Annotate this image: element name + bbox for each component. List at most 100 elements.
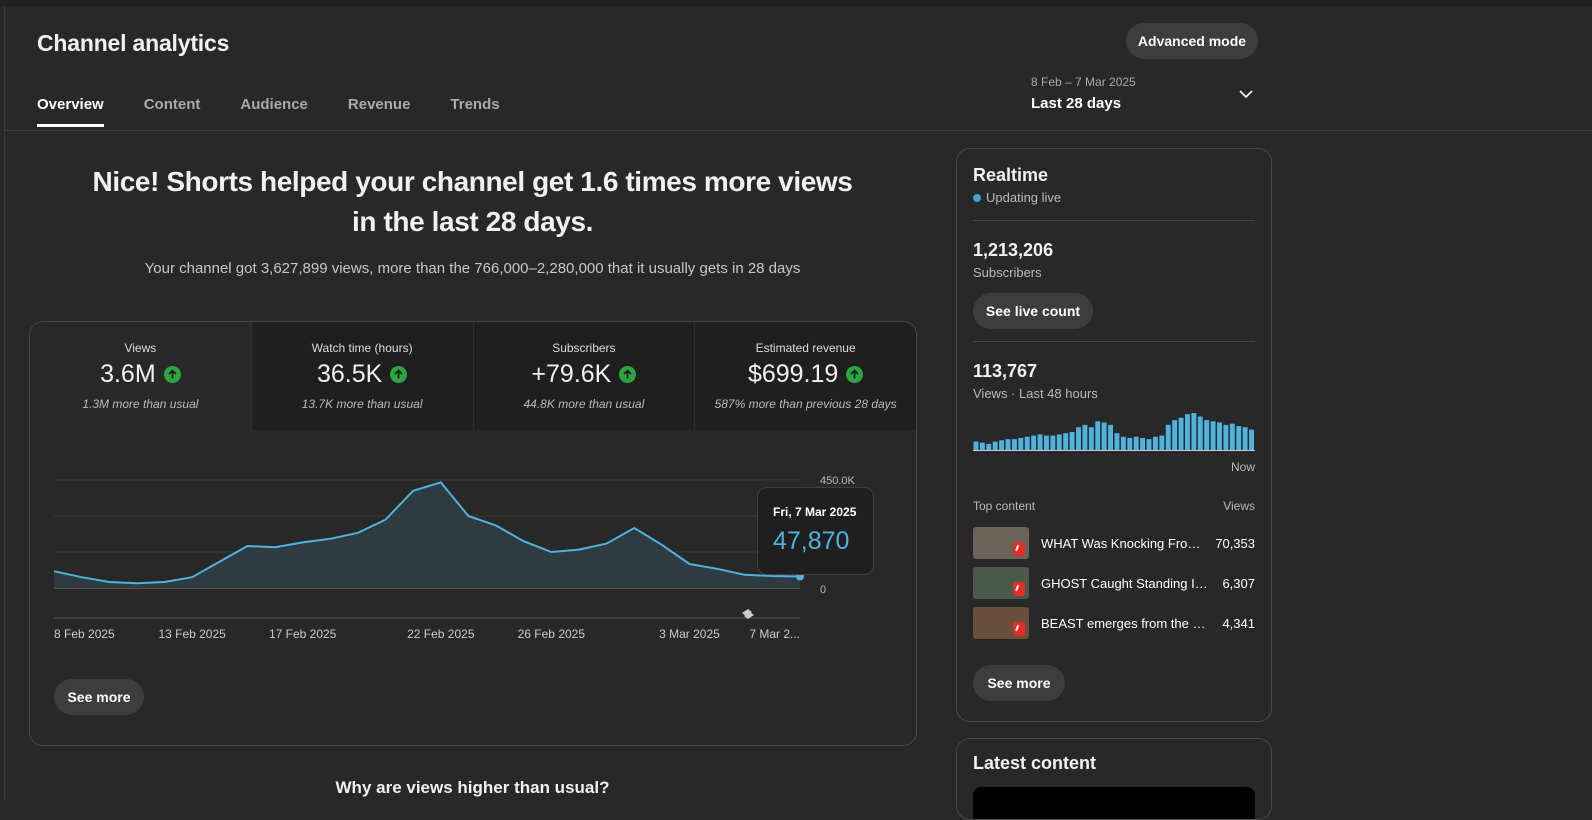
video-views: 70,353 — [1215, 536, 1255, 551]
metric-views[interactable]: Views 3.6M 1.3M more than usual — [30, 322, 252, 430]
why-heading: Why are views higher than usual? — [90, 778, 855, 798]
top-content-item[interactable]: GHOST Caught Standing In The Woods 6,307 — [973, 567, 1255, 599]
realtime-bar — [1063, 433, 1068, 451]
see-more-button[interactable]: See more — [54, 679, 144, 715]
arrow-up-icon — [846, 366, 863, 383]
metric-watch-time[interactable]: Watch time (hours) 36.5K 13.7K more than… — [252, 322, 474, 430]
realtime-bar — [1179, 418, 1184, 451]
metric-value-row: +79.6K — [474, 360, 695, 389]
tab-content[interactable]: Content — [144, 96, 201, 127]
date-range-selector[interactable]: 8 Feb – 7 Mar 2025 Last 28 days — [1031, 75, 1257, 119]
x-tick-label: 3 Mar 2025 — [659, 627, 720, 641]
realtime-bar — [1243, 427, 1248, 451]
realtime-bar — [1204, 420, 1209, 451]
shorts-icon — [1013, 622, 1025, 636]
tab-bar: Overview Content Audience Revenue Trends — [37, 96, 500, 127]
realtime-bar — [1102, 423, 1107, 452]
tooltip-date: Fri, 7 Mar 2025 — [773, 505, 873, 519]
realtime-bar — [1140, 438, 1145, 451]
see-more-top-content-button[interactable]: See more — [973, 665, 1065, 701]
x-tick-label: 17 Feb 2025 — [269, 627, 337, 641]
realtime-card: Realtime Updating live 1,213,206 Subscri… — [956, 148, 1272, 722]
realtime-bar — [986, 444, 991, 451]
video-title: GHOST Caught Standing In The Woods — [1041, 576, 1208, 591]
video-views: 6,307 — [1222, 576, 1255, 591]
realtime-bar — [1230, 424, 1235, 451]
see-live-count-button[interactable]: See live count — [973, 293, 1093, 329]
y-tick-label: 0 — [820, 584, 826, 596]
realtime-bar — [1057, 434, 1062, 451]
date-range-dates: 8 Feb – 7 Mar 2025 — [1031, 75, 1257, 89]
realtime-bar — [1006, 439, 1011, 451]
realtime-views-label: Views · Last 48 hours — [973, 386, 1098, 401]
realtime-bar — [1223, 425, 1228, 451]
realtime-bar — [1012, 439, 1017, 451]
metric-label: Subscribers — [474, 341, 695, 355]
realtime-bar — [980, 443, 985, 451]
series-area — [54, 482, 800, 588]
realtime-bar — [1095, 421, 1100, 451]
realtime-bar — [1211, 421, 1216, 451]
overview-card: Views 3.6M 1.3M more than usual Watch ti… — [29, 321, 917, 746]
video-title: BEAST emerges from the dark — [1041, 616, 1208, 631]
metric-revenue[interactable]: Estimated revenue $699.19 587% more than… — [695, 322, 916, 430]
realtime-bar — [1217, 423, 1222, 452]
x-tick-label: 13 Feb 2025 — [158, 627, 226, 641]
video-thumbnail — [973, 567, 1029, 599]
video-thumbnail — [973, 607, 1029, 639]
realtime-bar — [1089, 427, 1094, 451]
latest-content-card: Latest content — [956, 738, 1272, 820]
top-content-item[interactable]: WHAT Was Knocking From Inside? 70,353 — [973, 527, 1255, 559]
x-tick-label: 7 Mar 2... — [749, 627, 800, 641]
insight-headline: Nice! Shorts helped your channel get 1.6… — [90, 162, 855, 242]
page-title: Channel analytics — [37, 30, 229, 57]
realtime-bar — [1038, 434, 1043, 451]
advanced-mode-button[interactable]: Advanced mode — [1126, 23, 1258, 59]
metric-value: $699.19 — [748, 360, 838, 389]
realtime-bar — [1025, 437, 1030, 451]
tab-audience[interactable]: Audience — [240, 96, 308, 127]
realtime-title: Realtime — [973, 165, 1048, 186]
tab-trends[interactable]: Trends — [450, 96, 499, 127]
metric-label: Estimated revenue — [695, 341, 916, 355]
metric-value-row: 36.5K — [252, 360, 473, 389]
latest-video-thumbnail[interactable] — [973, 787, 1255, 820]
realtime-bar — [1044, 436, 1049, 451]
realtime-bar — [1082, 425, 1087, 451]
realtime-views-bars[interactable] — [973, 411, 1255, 451]
divider — [973, 220, 1255, 221]
y-tick-label: 450.0K — [820, 475, 856, 487]
video-thumbnail — [973, 527, 1029, 559]
insight-subline: Your channel got 3,627,899 views, more t… — [60, 260, 885, 277]
realtime-bar — [1050, 436, 1055, 451]
metric-label: Views — [30, 341, 251, 355]
metric-subscribers[interactable]: Subscribers +79.6K 44.8K more than usual — [474, 322, 696, 430]
realtime-bar — [1115, 433, 1120, 451]
metric-value: 3.6M — [100, 360, 156, 389]
tab-revenue[interactable]: Revenue — [348, 96, 411, 127]
metric-note: 587% more than previous 28 days — [695, 397, 916, 411]
divider — [973, 341, 1255, 342]
metric-value: +79.6K — [531, 360, 611, 389]
realtime-bar — [1153, 437, 1158, 451]
metric-label: Watch time (hours) — [252, 341, 473, 355]
tab-overview[interactable]: Overview — [37, 96, 104, 127]
shorts-icon — [1013, 542, 1025, 556]
top-content-item[interactable]: BEAST emerges from the dark 4,341 — [973, 607, 1255, 639]
metric-note: 1.3M more than usual — [30, 397, 251, 411]
realtime-bar — [1166, 425, 1171, 451]
x-tick-label: 22 Feb 2025 — [407, 627, 475, 641]
realtime-bar — [1191, 413, 1196, 451]
live-dot-icon — [973, 194, 981, 202]
tooltip-value: 47,870 — [773, 527, 873, 556]
realtime-bar — [1018, 438, 1023, 451]
metric-note: 44.8K more than usual — [474, 397, 695, 411]
metric-value-row: 3.6M — [30, 360, 251, 389]
metric-tabs: Views 3.6M 1.3M more than usual Watch ti… — [30, 322, 916, 430]
left-divider — [4, 6, 5, 801]
realtime-bar — [1076, 427, 1081, 451]
realtime-bar — [1134, 437, 1139, 451]
x-tick-label: 26 Feb 2025 — [518, 627, 586, 641]
shorts-icon — [1013, 582, 1025, 596]
realtime-bar — [1249, 430, 1254, 451]
